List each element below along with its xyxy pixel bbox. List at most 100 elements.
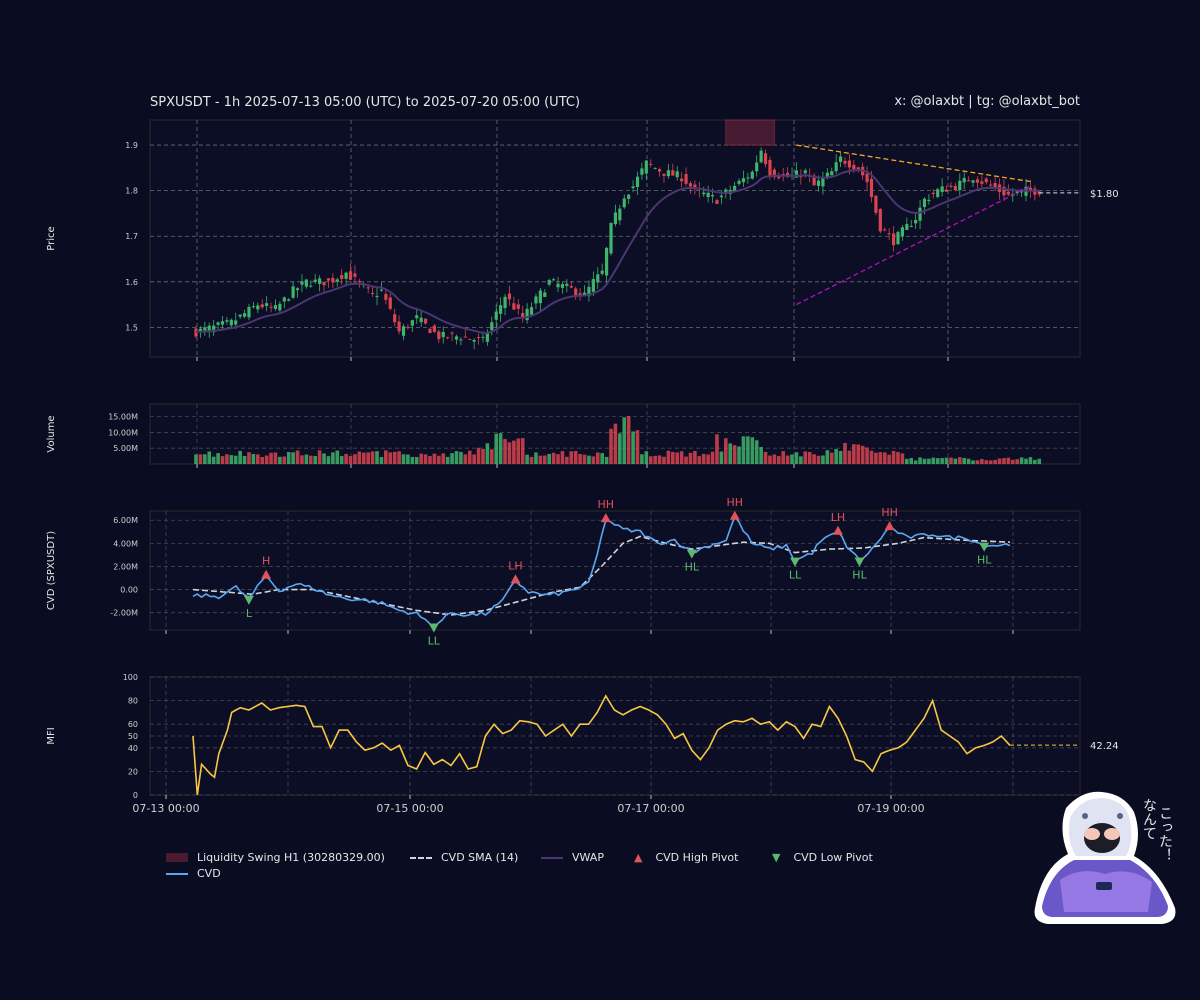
volume-bar [525,454,529,464]
cvd-swatch [166,872,188,875]
volume-bar [516,438,521,464]
cvd-low-pivot-marker [428,623,439,633]
legend-label-liquidity: Liquidity Swing H1 (30280329.00) [197,851,385,864]
candle-body [680,178,684,182]
candle-body [852,164,856,170]
candle-body [273,305,278,309]
cvd-high-pivot-marker [833,525,843,535]
sticker-text-1: こった！ [1157,806,1173,862]
volume-bar [229,455,234,464]
volume-bar [918,457,922,464]
legend-item-high-pivot: ▲ CVD High Pivot [634,851,738,864]
cvd-pivot-label: LH [508,559,522,572]
volume-bar [392,451,397,464]
candle-body [534,296,538,304]
candle-body [666,170,671,177]
candle-body [763,153,768,165]
mfi-ytick-label-6: 100 [123,673,138,682]
candle-body [887,233,891,235]
candle-body [234,320,238,325]
candle-body [821,177,825,187]
candle-body [309,285,313,287]
volume-bar [463,454,468,464]
candle-body [962,177,966,183]
volume-bar [445,456,450,464]
y-axis-label-0: Price [46,226,57,250]
x-axis-tick-label-3: 07-19 00:00 [857,802,924,815]
candle-body [446,337,450,339]
legend-label-cvd-sma: CVD SMA (14) [441,851,519,864]
candle-body [304,279,308,287]
candle-body [918,207,922,221]
volume-bar [317,450,322,464]
candle-body [543,292,547,297]
mfi-ytick-label-5: 80 [128,697,138,706]
candle-body [975,179,980,183]
legend-label-vwap: VWAP [572,851,604,864]
volume-bar [308,455,313,464]
volume-bar [313,455,318,464]
volume-bar [860,445,865,464]
volume-bar [419,453,423,464]
volume-bar [441,453,446,464]
candle-body [971,180,975,183]
candle-body [781,174,785,176]
volume-bar [838,450,843,464]
cvd-pivot-label: HL [685,561,700,574]
price-ytick-label-2: 1.7 [125,232,138,241]
candle-body [357,280,361,282]
candle-body [649,163,653,165]
cvd-line [192,515,1011,630]
volume-bar [472,454,476,464]
candle-body [662,173,666,176]
volume-bar [935,458,940,464]
candle-body [777,175,781,179]
volume-bar [573,451,578,464]
candle-body [441,331,445,338]
candle-body [688,183,693,187]
candle-body [622,198,626,208]
volume-bar [520,438,525,464]
candle-body [936,189,940,197]
support-trendline [796,185,1031,306]
volume-bar [834,448,838,464]
candle-body [604,247,609,276]
candle-body [503,296,507,309]
candle-body [388,297,392,309]
candle-body [353,273,357,277]
volume-bar [609,428,613,464]
volume-bar [693,450,697,464]
candle-body [335,279,339,282]
price-ytick-label-3: 1.8 [125,187,138,196]
volume-bar [216,453,220,464]
volume-bar [490,449,494,464]
volume-bar [746,436,750,464]
candle-body [507,293,512,300]
volume-bar [556,454,560,464]
candle-body [878,209,882,232]
volume-bar [1006,457,1011,464]
candle-body [609,222,613,254]
volume-bar [582,454,587,464]
volume-bar [922,458,927,464]
volume-bar [900,453,905,464]
cvd-sma-line [192,535,1011,616]
candle-body [684,174,688,184]
candle-body [883,229,887,231]
candle-body [618,208,622,221]
volume-bar [613,423,618,464]
cvd-low-pivot-marker [979,542,990,552]
candle-body [538,290,542,304]
legend-label-high-pivot: CVD High Pivot [655,851,739,864]
candle-body [516,304,520,309]
volume-bar [701,453,706,464]
volume-bar [741,436,746,464]
chart-title: SPXUSDT - 1h 2025-07-13 05:00 (UTC) to 2… [150,95,580,110]
candle-body [940,186,944,192]
candle-body [344,272,348,279]
volume-bar [688,452,693,464]
volume-bar [498,433,503,464]
candle-body [967,180,971,182]
y-axis-label-2: CVD (SPXUSDT) [46,531,57,610]
candle-body [834,162,838,172]
